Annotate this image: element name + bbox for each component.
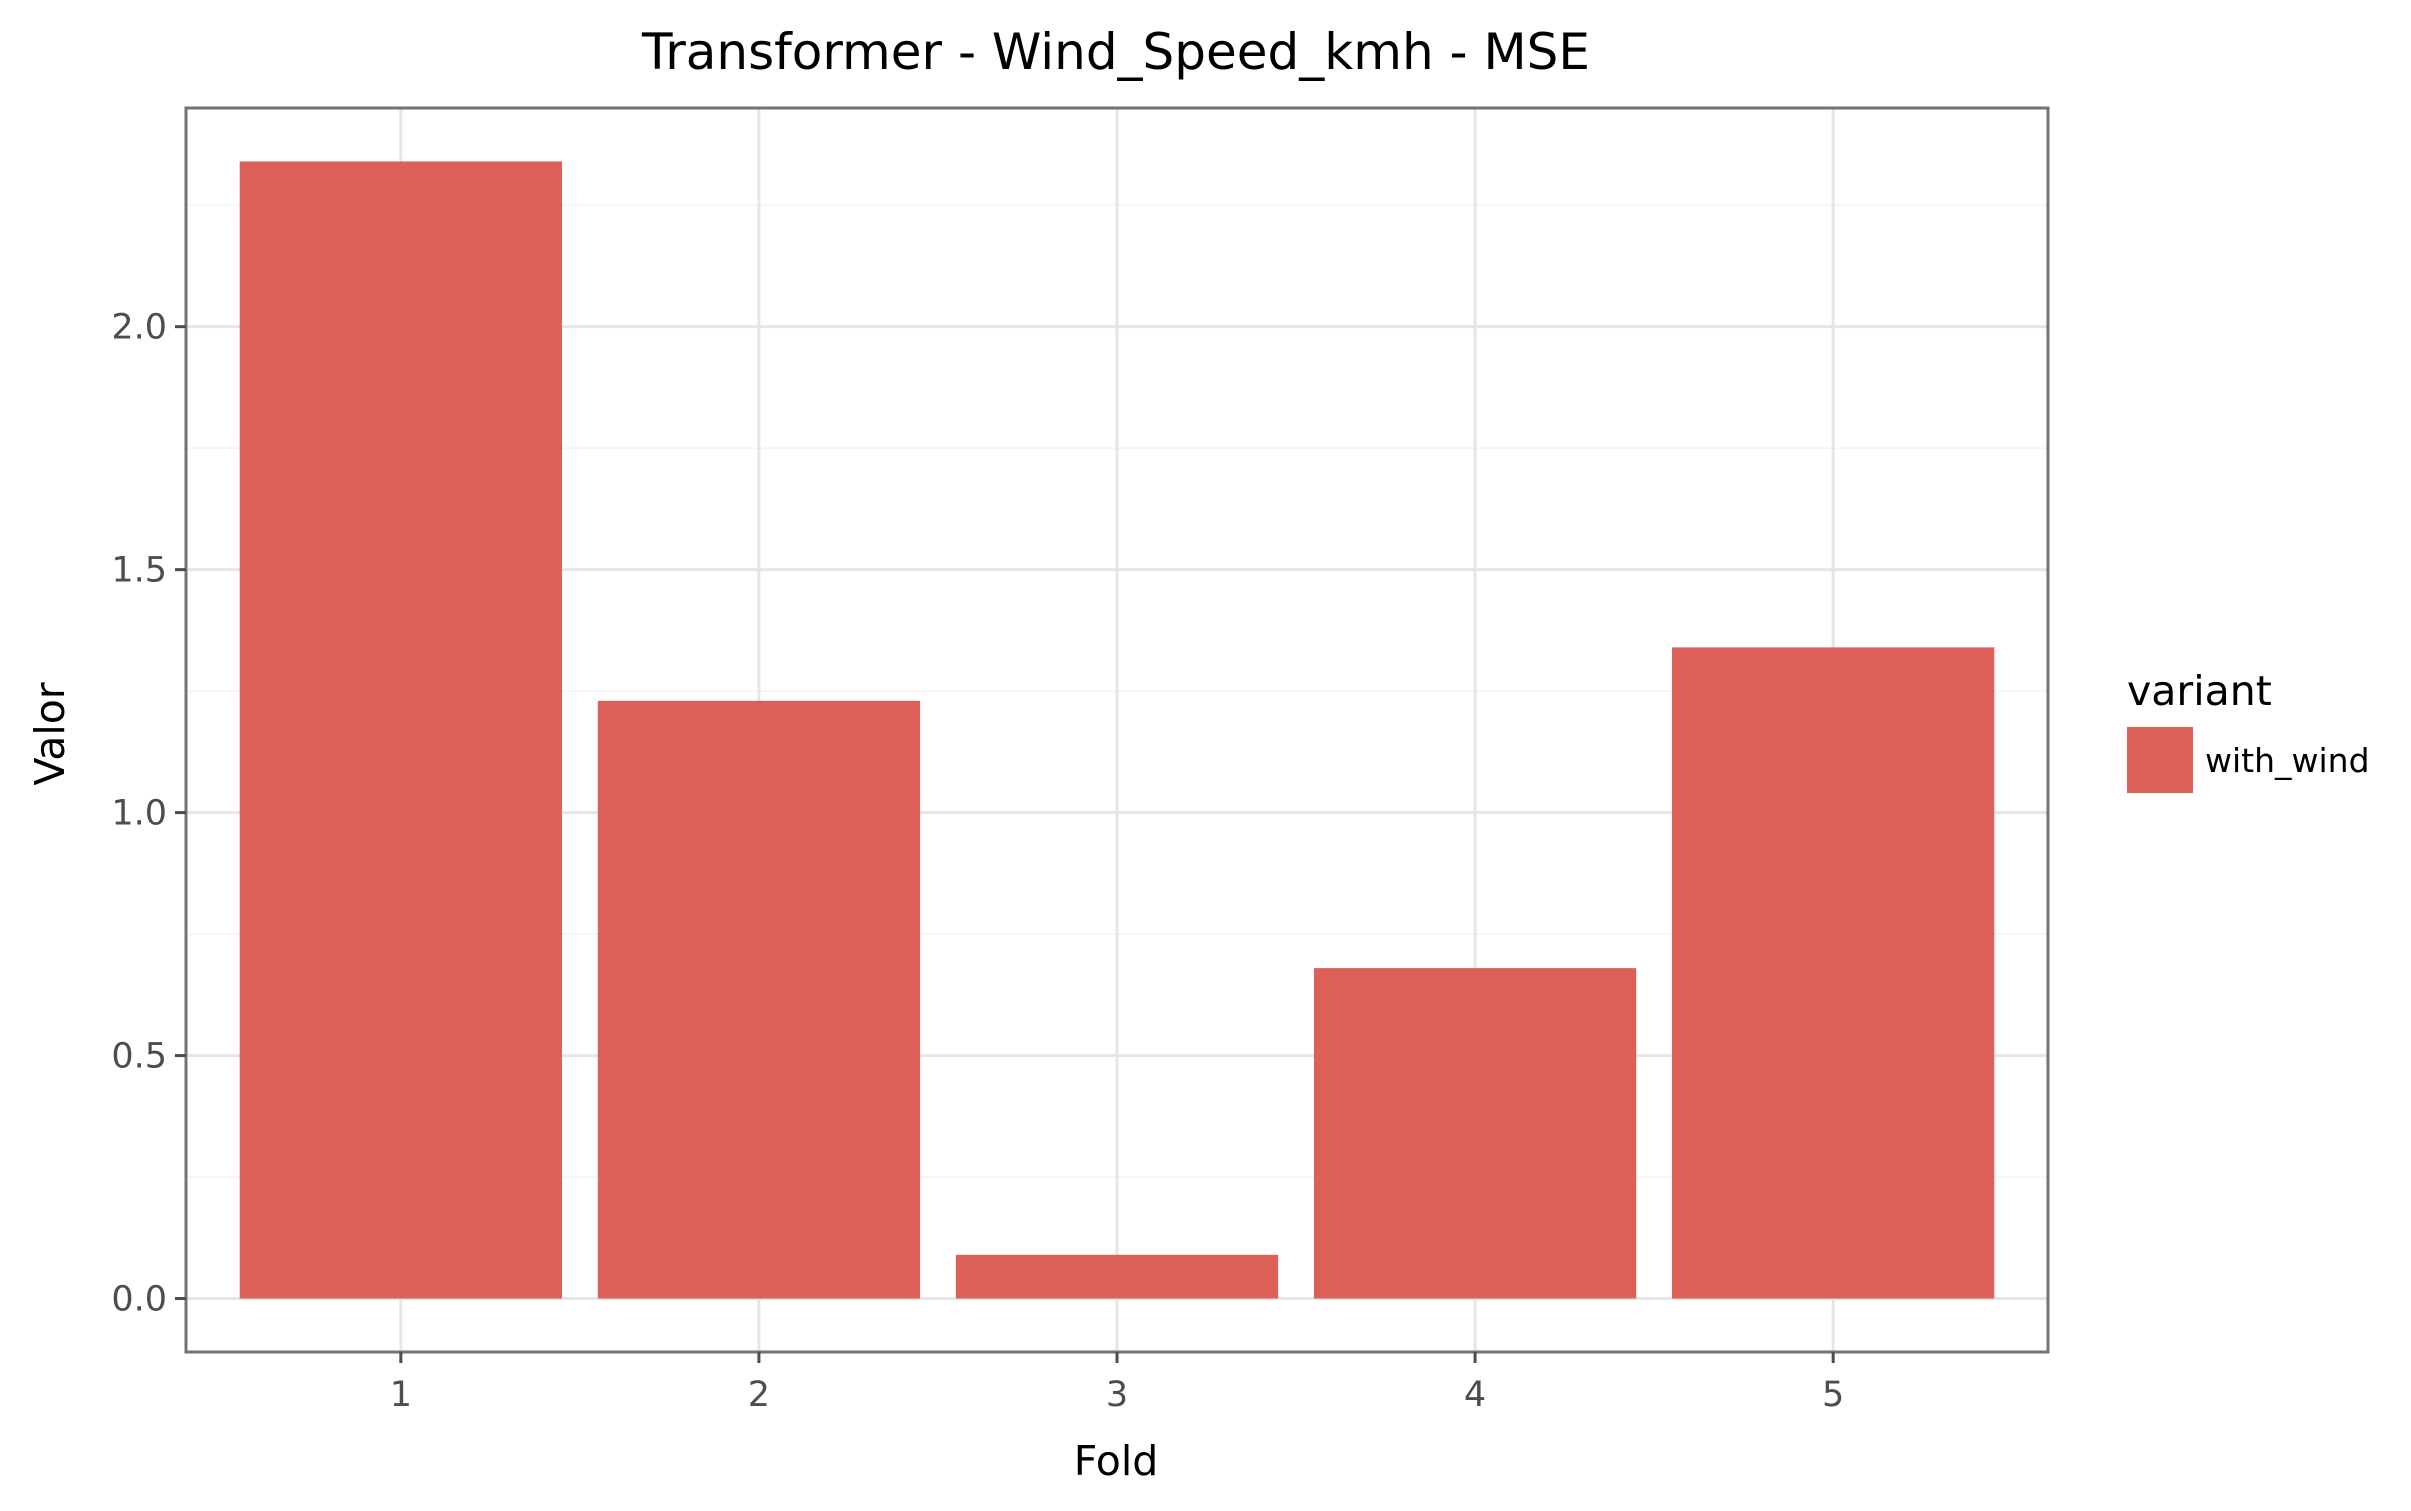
legend: variant with_wind [2127, 667, 2370, 793]
chart-title: Transformer - Wind_Speed_kmh - MSE [641, 23, 1590, 81]
bar-fold-5 [1672, 647, 1995, 1299]
legend-label-with-wind: with_wind [2205, 741, 2370, 780]
x-tick-label: 5 [1822, 1375, 1844, 1415]
legend-title: variant [2127, 667, 2272, 715]
y-tick-label: 1.5 [111, 551, 167, 591]
y-tick-label: 0.0 [111, 1280, 167, 1320]
y-tick-label: 1.0 [111, 794, 167, 834]
y-axis-label: Valor [26, 682, 74, 785]
y-tick-label: 2.0 [111, 308, 167, 348]
x-axis-ticks: 1 2 3 4 5 [390, 1352, 1844, 1415]
bar-fold-1 [239, 161, 562, 1299]
x-tick-label: 3 [1106, 1375, 1128, 1415]
x-axis-label: Fold [1074, 1437, 1159, 1485]
y-axis-ticks: 0.0 0.5 1.0 1.5 2.0 [111, 308, 186, 1320]
x-tick-label: 2 [748, 1375, 770, 1415]
y-tick-label: 0.5 [111, 1037, 167, 1077]
bar-fold-2 [597, 700, 921, 1299]
bars [239, 161, 1995, 1299]
legend-key-with-wind [2127, 727, 2193, 793]
bar-fold-4 [1313, 968, 1637, 1299]
x-tick-label: 4 [1464, 1375, 1486, 1415]
x-tick-label: 1 [390, 1375, 412, 1415]
bar-fold-3 [955, 1254, 1279, 1299]
